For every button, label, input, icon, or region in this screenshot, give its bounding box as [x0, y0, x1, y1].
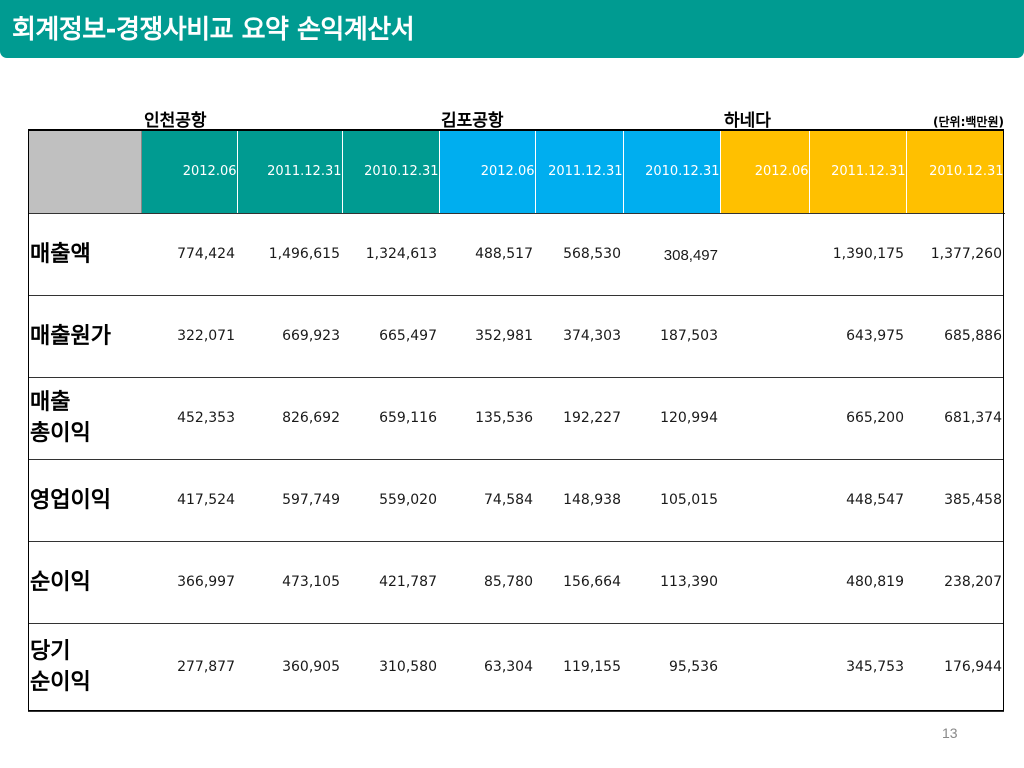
table-cell: 63,304 [439, 623, 535, 712]
table-cell: 685,886 [906, 295, 1004, 378]
row-label: 매출액 [28, 213, 141, 296]
table-cell: 480,819 [809, 541, 906, 624]
table-row: 매출 총이익 452,353 826,692 659,116 135,536 192,227… [28, 377, 1004, 460]
period-header-row: 2012.06 2011.12.31 2010.12.31 2012.06 20… [28, 130, 1005, 214]
period-header: 2010.12.31 [906, 130, 1005, 214]
table-cell: 135,536 [439, 377, 535, 460]
table-cell [720, 623, 809, 712]
row-label: 당기 순이익 [28, 623, 141, 712]
period-header: 2012.06 [720, 130, 810, 214]
header-corner [28, 130, 142, 214]
table-cell: 1,496,615 [237, 213, 342, 296]
table-cell: 774,424 [141, 213, 237, 296]
table-row: 영업이익 417,524 597,749 559,020 74,584 148,938 10… [28, 459, 1004, 542]
table-row: 당기 순이익 277,877 360,905 310,580 63,304 119,155 9… [28, 623, 1004, 712]
table-cell [720, 213, 809, 296]
row-label: 매출 총이익 [28, 377, 141, 460]
row-label: 매출원가 [28, 295, 141, 378]
table-cell: 352,981 [439, 295, 535, 378]
title-bar: 회계정보-경쟁사비교 요약 손익계산서 [0, 0, 1024, 58]
table-frame-top [28, 129, 1004, 131]
table-cell: 665,497 [342, 295, 439, 378]
table-cell [720, 541, 809, 624]
table-cell: 568,530 [535, 213, 623, 296]
table-cell [720, 459, 809, 542]
page-number: 13 [942, 725, 958, 741]
income-statement-table: 2012.06 2011.12.31 2010.12.31 2012.06 20… [28, 130, 1005, 712]
table-cell: 95,536 [623, 623, 720, 712]
slide-title: 회계정보-경쟁사비교 요약 손익계산서 [12, 15, 415, 45]
row-label: 순이익 [28, 541, 141, 624]
table-row: 순이익 366,997 473,105 421,787 85,780 156,664 113… [28, 541, 1004, 624]
table-cell: 238,207 [906, 541, 1004, 624]
table-cell: 385,458 [906, 459, 1004, 542]
table-cell: 448,547 [809, 459, 906, 542]
airport-label-incheon: 인천공항 [144, 111, 207, 131]
table-cell: 345,753 [809, 623, 906, 712]
table-cell: 669,923 [237, 295, 342, 378]
table-cell: 597,749 [237, 459, 342, 542]
table-cell [720, 377, 809, 460]
table-cell: 74,584 [439, 459, 535, 542]
table-cell: 85,780 [439, 541, 535, 624]
table-cell: 659,116 [342, 377, 439, 460]
table-cell: 1,324,613 [342, 213, 439, 296]
table-cell: 148,938 [535, 459, 623, 542]
table-cell: 187,503 [623, 295, 720, 378]
table-cell: 374,303 [535, 295, 623, 378]
table-cell: 665,200 [809, 377, 906, 460]
table-cell: 488,517 [439, 213, 535, 296]
row-label: 영업이익 [28, 459, 141, 542]
table-cell: 452,353 [141, 377, 237, 460]
table-cell: 322,071 [141, 295, 237, 378]
table-cell: 277,877 [141, 623, 237, 712]
table-cell: 310,580 [342, 623, 439, 712]
table-cell: 1,390,175 [809, 213, 906, 296]
period-header: 2012.06 [439, 130, 536, 214]
table-cell: 473,105 [237, 541, 342, 624]
table-cell: 417,524 [141, 459, 237, 542]
table-cell: 643,975 [809, 295, 906, 378]
table-cell: 1,377,260 [906, 213, 1004, 296]
table-cell: 119,155 [535, 623, 623, 712]
table-row: 매출원가 322,071 669,923 665,497 352,981 374,303 1… [28, 295, 1004, 378]
table-cell: 421,787 [342, 541, 439, 624]
period-header: 2010.12.31 [342, 130, 440, 214]
table-cell: 156,664 [535, 541, 623, 624]
unit-label: (단위:백만원) [933, 115, 1004, 129]
period-header: 2011.12.31 [237, 130, 343, 214]
period-header: 2011.12.31 [535, 130, 624, 214]
airport-label-gimpo: 김포공항 [441, 111, 504, 131]
table-frame-bottom [28, 710, 1004, 711]
table-cell [720, 295, 809, 378]
table-frame-right [1003, 129, 1004, 711]
table-cell: 308,497 [623, 213, 720, 296]
period-header: 2010.12.31 [623, 130, 721, 214]
table-cell: 826,692 [237, 377, 342, 460]
period-header: 2011.12.31 [809, 130, 907, 214]
airport-label-haneda: 하네다 [724, 111, 771, 131]
table-cell: 113,390 [623, 541, 720, 624]
table-cell: 360,905 [237, 623, 342, 712]
table-cell: 105,015 [623, 459, 720, 542]
table-cell: 120,994 [623, 377, 720, 460]
table-cell: 681,374 [906, 377, 1004, 460]
table-cell: 176,944 [906, 623, 1004, 712]
table-cell: 366,997 [141, 541, 237, 624]
table-cell: 559,020 [342, 459, 439, 542]
table-frame-left [28, 129, 29, 711]
period-header: 2012.06 [141, 130, 238, 214]
table-cell: 192,227 [535, 377, 623, 460]
table-row: 매출액 774,424 1,496,615 1,324,613 488,517 568,5… [28, 213, 1004, 296]
